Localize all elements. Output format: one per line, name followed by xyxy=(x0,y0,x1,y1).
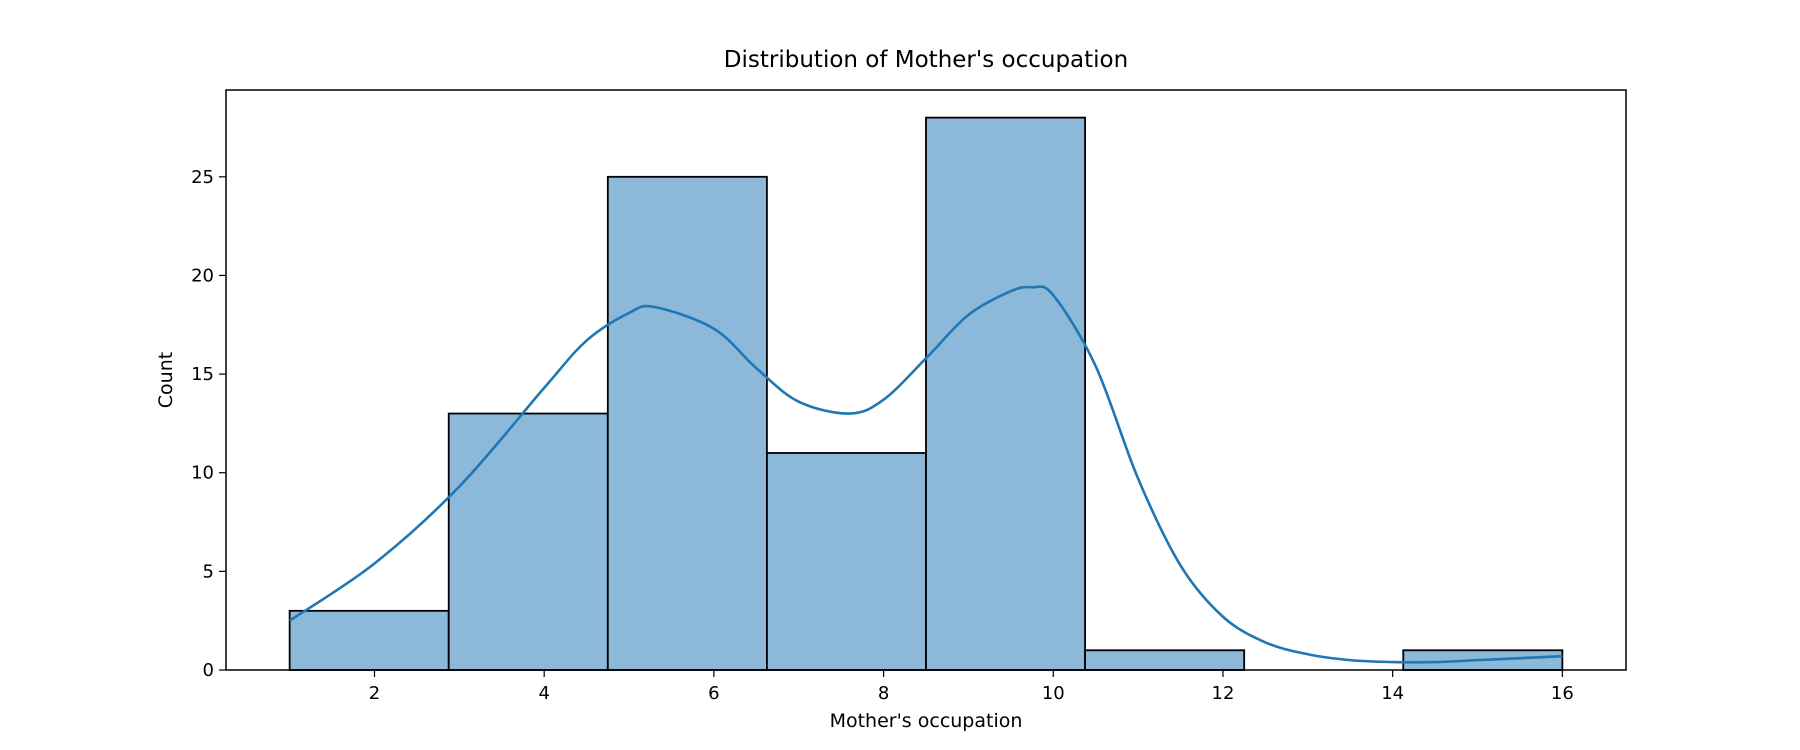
chart-title: Distribution of Mother's occupation xyxy=(724,47,1128,73)
histogram-bar xyxy=(925,116,1086,671)
histogram-bar xyxy=(1084,649,1246,671)
kde-curve xyxy=(288,285,1563,664)
histogram-bar xyxy=(766,452,927,671)
x-tick-label: 4 xyxy=(538,683,549,704)
histogram-bar xyxy=(447,412,609,671)
y-tick-label: 25 xyxy=(191,167,214,188)
x-tick-label: 14 xyxy=(1381,683,1404,704)
histogram-bars xyxy=(288,116,1564,671)
histogram-bar xyxy=(606,175,768,671)
x-tick-label: 6 xyxy=(708,683,719,704)
y-tick-label: 10 xyxy=(191,463,214,484)
y-axis-label: Count xyxy=(155,352,177,408)
x-tick-label: 8 xyxy=(878,683,889,704)
y-tick-label: 15 xyxy=(191,364,214,385)
x-tick-label: 10 xyxy=(1042,683,1065,704)
x-axis-label: Mother's occupation xyxy=(830,710,1023,732)
y-axis-ticks: 0 5 10 15 20 25 xyxy=(191,167,226,681)
x-tick-label: 2 xyxy=(369,683,380,704)
x-tick-label: 16 xyxy=(1551,683,1574,704)
histogram-bar xyxy=(288,609,450,671)
y-tick-label: 5 xyxy=(203,561,214,582)
x-axis-ticks: 2 4 6 8 10 12 14 16 xyxy=(369,670,1574,704)
x-tick-label: 12 xyxy=(1212,683,1235,704)
y-tick-label: 0 xyxy=(203,660,214,681)
plot-frame xyxy=(225,89,1627,671)
y-tick-label: 20 xyxy=(191,265,214,286)
